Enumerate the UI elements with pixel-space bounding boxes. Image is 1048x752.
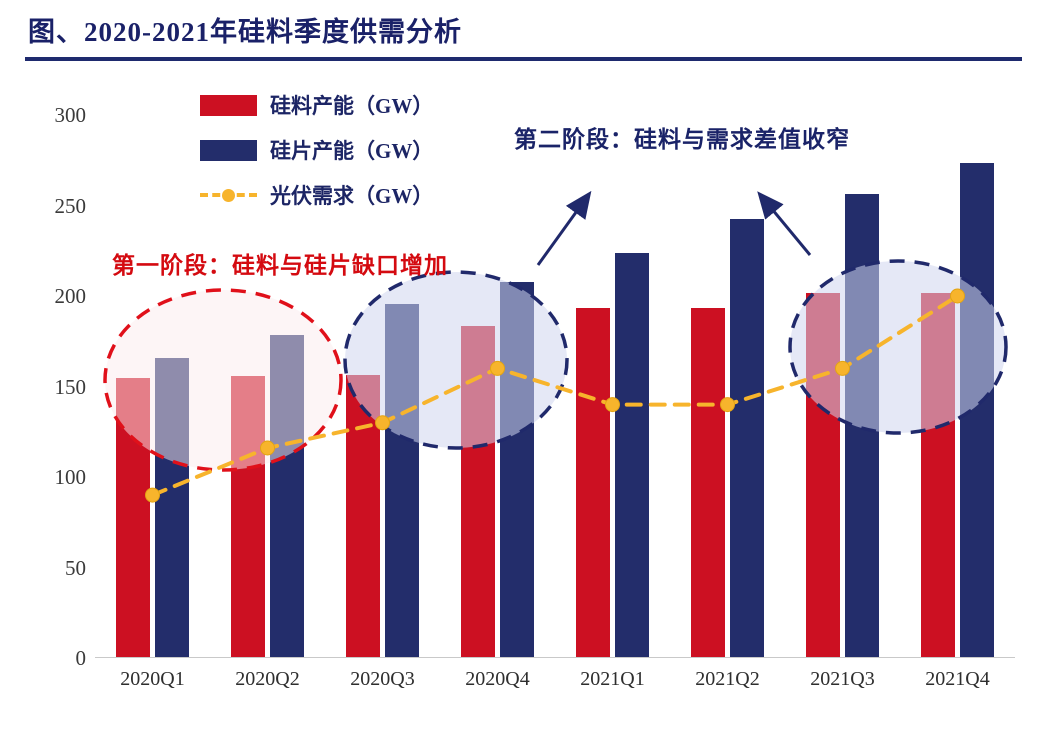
pv-demand-swatch [200, 189, 257, 202]
y-tick-label: 300 [54, 103, 87, 127]
silicon-capacity-bar [691, 307, 725, 657]
silicon-capacity-bar [346, 374, 380, 657]
legend-label-wafer-capacity: 硅片产能（GW） [270, 139, 434, 163]
bar-group [555, 115, 670, 657]
wafer-capacity-bar [385, 304, 419, 657]
bar-group [900, 115, 1015, 657]
y-tick-label: 250 [54, 193, 87, 218]
wafer-capacity-bar [270, 334, 304, 657]
y-axis: 0 50 100 150 200 250 300 [30, 103, 87, 670]
legend-item-silicon-capacity: 硅料产能（GW） [200, 94, 433, 118]
legend-item-wafer-capacity: 硅片产能（GW） [200, 139, 433, 163]
x-tick-label: 2021Q1 [580, 668, 645, 690]
silicon-capacity-bar [921, 293, 955, 657]
legend-label-pv-demand: 光伏需求（GW） [270, 184, 434, 208]
y-tick-label: 50 [65, 555, 86, 580]
figure-title: 图、2020-2021年硅料季度供需分析 [28, 17, 462, 47]
y-tick-label: 0 [75, 646, 87, 670]
title-underline [25, 57, 1022, 61]
silicon-capacity-bar [116, 378, 150, 657]
silicon-capacity-bar [461, 325, 495, 657]
x-tick-label: 2020Q1 [120, 668, 185, 690]
silicon-capacity-bar [576, 307, 610, 657]
bar-group [670, 115, 785, 657]
wafer-capacity-bar [845, 193, 879, 657]
wafer-capacity-bar [500, 282, 534, 657]
wafer-capacity-bar [960, 162, 994, 657]
legend: 硅料产能（GW） 硅片产能（GW） 光伏需求（GW） [200, 94, 433, 229]
x-tick-label: 2021Q2 [695, 668, 760, 690]
x-tick-label: 2020Q3 [350, 668, 415, 690]
y-tick-label: 200 [54, 284, 87, 308]
x-tick-label: 2020Q2 [235, 668, 300, 690]
silicon-capacity-bar [231, 376, 265, 657]
wafer-capacity-bar [155, 358, 189, 657]
legend-label-silicon-capacity: 硅料产能（GW） [270, 94, 434, 118]
phase2-annotation: 第二阶段：硅料与需求差值收窄 [514, 127, 850, 152]
x-axis-labels: 2020Q1 2020Q2 2020Q3 2020Q4 2021Q1 2021Q2 2021… [95, 668, 1015, 691]
y-tick-label: 150 [54, 374, 87, 399]
wafer-capacity-swatch [200, 139, 257, 161]
pv-demand-dot [222, 189, 235, 202]
bar-group [95, 115, 210, 657]
silicon-capacity-bar [806, 293, 840, 657]
phase1-annotation: 第一阶段：硅料与硅片缺口增加 [112, 253, 448, 278]
y-tick-label: 100 [54, 465, 87, 489]
silicon-capacity-swatch [200, 94, 257, 116]
wafer-capacity-bar [615, 253, 649, 657]
legend-item-pv-demand: 光伏需求（GW） [200, 184, 433, 208]
x-tick-label: 2021Q4 [925, 668, 990, 690]
x-tick-label: 2020Q4 [465, 668, 530, 690]
wafer-capacity-bar [730, 219, 764, 657]
bar-group [785, 115, 900, 657]
bar-group [440, 115, 555, 657]
x-tick-label: 2021Q3 [810, 668, 875, 690]
